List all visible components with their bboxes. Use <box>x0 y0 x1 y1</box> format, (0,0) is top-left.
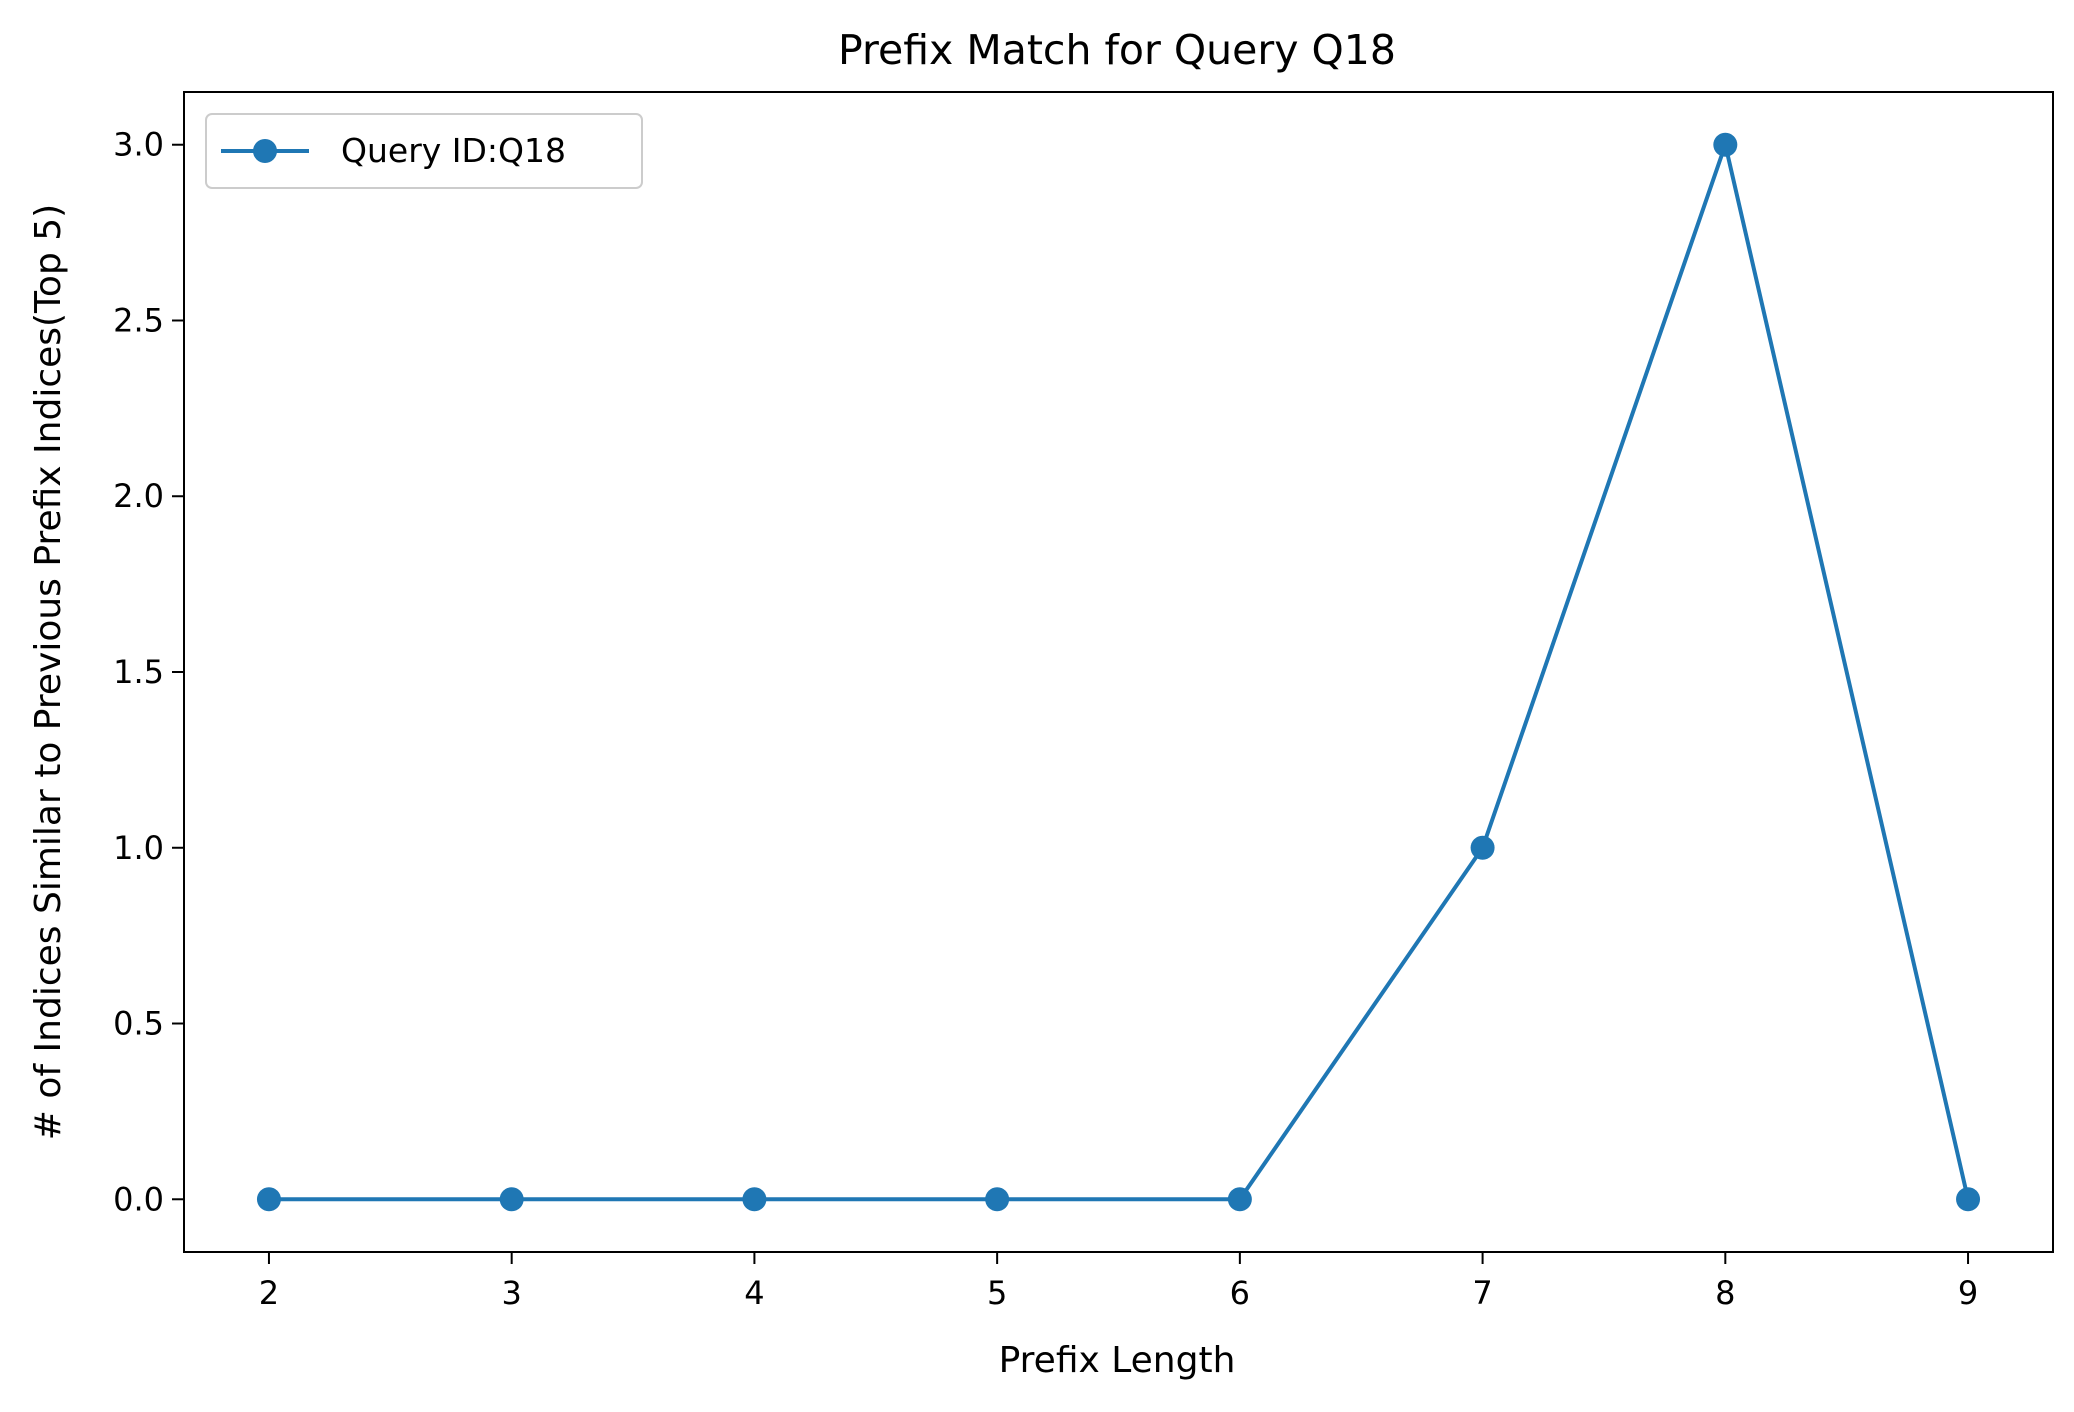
y-tick-label: 2.0 <box>113 477 164 515</box>
data-point <box>985 1187 1010 1212</box>
x-tick-label: 5 <box>987 1274 1007 1312</box>
x-tick-label: 7 <box>1472 1274 1492 1312</box>
y-axis-label: # of Indices Similar to Previous Prefix … <box>28 204 69 1140</box>
chart-title: Prefix Match for Query Q18 <box>838 26 1396 74</box>
y-tick-label: 0.0 <box>113 1180 164 1218</box>
legend: Query ID:Q18 <box>205 113 643 189</box>
plot-frame <box>183 91 2054 1253</box>
data-point <box>1227 1187 1252 1212</box>
y-tick-label: 1.5 <box>113 653 164 691</box>
x-tick-label: 3 <box>502 1274 522 1312</box>
data-point <box>256 1187 281 1212</box>
data-point <box>1713 132 1738 157</box>
y-tick-label: 0.5 <box>113 1005 164 1043</box>
data-point <box>499 1187 524 1212</box>
y-tick-label: 2.5 <box>113 301 164 339</box>
x-tick-label: 6 <box>1230 1274 1250 1312</box>
legend-marker <box>253 139 277 163</box>
series-layer <box>256 132 1981 1212</box>
data-point <box>1956 1187 1981 1212</box>
y-tick-label: 3.0 <box>113 126 164 164</box>
x-tick-label: 4 <box>744 1274 764 1312</box>
ticks-layer: 2 3 4 5 6 7 8 9 0.0 0.5 1.0 1.5 2.0 2.5 3.0 <box>113 126 1978 1312</box>
x-tick-label: 8 <box>1715 1274 1735 1312</box>
data-point <box>742 1187 767 1212</box>
x-tick-label: 9 <box>1958 1274 1978 1312</box>
legend-label: Query ID:Q18 <box>341 131 566 170</box>
series-line <box>268 142 1970 1202</box>
x-axis-label: Prefix Length <box>999 1340 1236 1381</box>
y-tick-label: 1.0 <box>113 829 164 867</box>
x-tick-label: 2 <box>259 1274 279 1312</box>
data-point <box>1470 835 1495 860</box>
legend-box <box>205 113 643 189</box>
